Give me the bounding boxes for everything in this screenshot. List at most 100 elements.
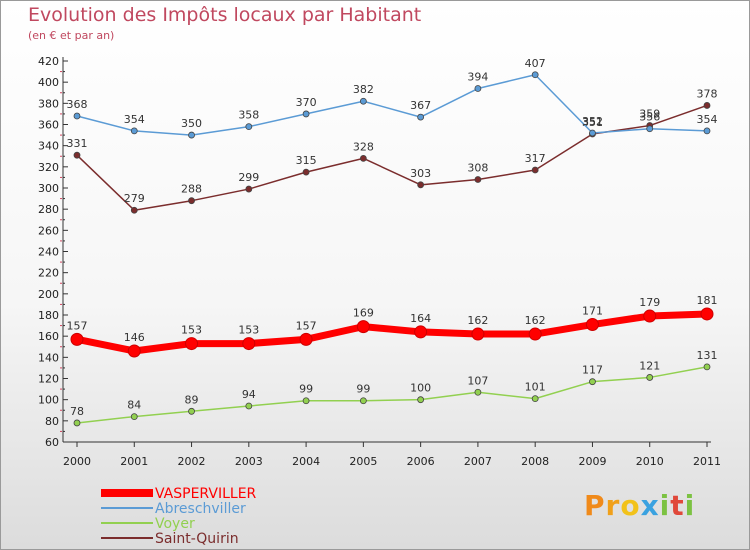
legend-label: Saint-Quirin: [155, 531, 239, 547]
y-tick-label: 60: [45, 436, 59, 449]
data-point: [73, 112, 81, 120]
y-tick-label: 320: [38, 161, 59, 174]
y-tick-label: 360: [38, 119, 59, 132]
data-point: [703, 102, 711, 109]
data-point: [188, 197, 195, 205]
data-point: [700, 307, 714, 321]
data-label: 407: [525, 57, 546, 70]
series-line-voyer: [76, 366, 708, 424]
data-point: [528, 327, 542, 341]
data-point: [188, 131, 195, 139]
x-tick-label: 2000: [63, 455, 91, 468]
y-tick-label: 180: [38, 309, 59, 322]
data-label: 100: [410, 382, 431, 395]
data-label: 354: [124, 113, 145, 126]
data-label: 317: [525, 152, 546, 165]
data-label: 171: [582, 305, 603, 318]
data-label: 117: [582, 364, 603, 377]
data-label: 157: [296, 319, 317, 332]
data-point: [531, 395, 539, 403]
x-tick-label: 2006: [407, 455, 435, 468]
data-point: [414, 325, 428, 339]
data-label: 354: [697, 113, 718, 126]
data-label: 299: [238, 171, 259, 184]
data-label: 84: [127, 399, 141, 412]
data-label: 356: [639, 111, 660, 124]
data-point: [185, 337, 199, 351]
x-tick-label: 2002: [178, 455, 206, 468]
data-point: [531, 166, 539, 174]
y-tick-label: 300: [38, 182, 59, 195]
data-point: [643, 309, 657, 323]
data-point: [703, 363, 711, 371]
series-line-saint-quirin: [76, 104, 708, 211]
data-label: 303: [410, 167, 431, 180]
legend-label: Voyer: [155, 516, 195, 532]
data-point: [127, 344, 141, 358]
logo-letter: i: [684, 489, 696, 522]
data-label: 78: [70, 405, 84, 418]
x-tick-label: 2011: [693, 455, 721, 468]
data-label: 370: [296, 96, 317, 109]
data-point: [646, 125, 654, 133]
logo-letter: r: [605, 489, 621, 522]
y-tick-label: 420: [38, 55, 59, 68]
x-tick-label: 2005: [349, 455, 377, 468]
data-point: [474, 176, 482, 183]
series-line-abreschviller: [76, 74, 708, 136]
data-label: 378: [697, 87, 718, 100]
x-tick-label: 2009: [578, 455, 606, 468]
data-label: 153: [238, 324, 259, 337]
data-label: 131: [697, 349, 718, 362]
series-line-vasperviller: [73, 310, 711, 355]
logo-letter: i: [659, 489, 671, 522]
data-point: [73, 151, 81, 159]
x-tick-label: 2003: [235, 455, 263, 468]
data-label: 162: [467, 314, 488, 327]
x-tick-label: 2007: [464, 455, 492, 468]
data-point: [474, 85, 482, 92]
data-point: [359, 397, 367, 405]
data-label: 107: [467, 374, 488, 387]
data-point: [589, 378, 596, 386]
data-label: 359: [639, 108, 660, 121]
data-point: [245, 402, 253, 410]
data-point: [471, 327, 485, 341]
data-label: 367: [410, 99, 431, 112]
y-tick-label: 280: [38, 203, 59, 216]
data-label: 157: [67, 319, 88, 332]
data-point: [585, 318, 599, 332]
data-label: 162: [525, 314, 546, 327]
data-label: 169: [353, 307, 374, 320]
data-point: [356, 320, 370, 334]
proxiti-logo: Proxiti: [584, 489, 695, 522]
data-label: 99: [299, 383, 313, 396]
data-point: [417, 113, 425, 121]
chart-title: Evolution des Impôts locaux par Habitant: [28, 4, 422, 26]
data-label: 94: [242, 388, 256, 401]
y-tick-label: 240: [38, 246, 59, 259]
data-label: 315: [296, 154, 317, 167]
data-label: 308: [467, 162, 488, 175]
y-tick-label: 200: [38, 288, 59, 301]
data-label: 351: [582, 116, 603, 129]
data-point: [188, 407, 195, 415]
data-point: [589, 129, 596, 137]
data-point: [70, 332, 84, 346]
data-label: 181: [697, 294, 718, 307]
legend-label: VASPERVILLER: [155, 486, 257, 502]
data-point: [242, 337, 256, 351]
data-point: [299, 332, 313, 346]
data-point: [531, 71, 539, 79]
x-tick-label: 2004: [292, 455, 320, 468]
data-label: 101: [525, 381, 546, 394]
y-tick-label: 260: [38, 224, 59, 237]
data-point: [302, 110, 310, 118]
data-point: [130, 413, 138, 421]
data-point: [130, 127, 138, 135]
y-tick-label: 160: [38, 330, 59, 343]
data-label: 146: [124, 331, 145, 344]
x-tick-label: 2001: [120, 455, 148, 468]
